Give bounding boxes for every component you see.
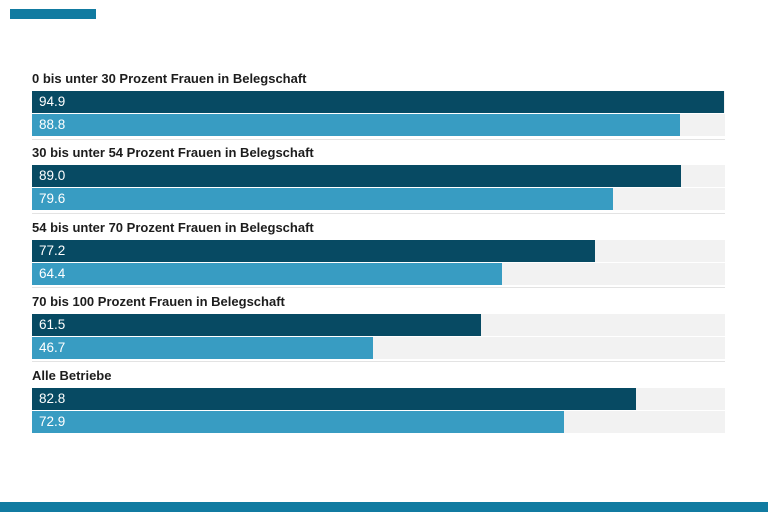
- bar-track: 61.5: [32, 314, 725, 336]
- bar-series2: 72.9: [32, 411, 564, 433]
- category-label: 70 bis 100 Prozent Frauen in Belegschaft: [32, 294, 285, 309]
- bar-value-label: 82.8: [39, 391, 66, 407]
- bar-value-label: 77.2: [39, 243, 66, 259]
- category-label: 30 bis unter 54 Prozent Frauen in Belegs…: [32, 145, 314, 160]
- category-label: 0 bis unter 30 Prozent Frauen in Belegsc…: [32, 71, 307, 86]
- bar-value-label: 88.8: [39, 117, 66, 133]
- chart-category-group: 70 bis 100 Prozent Frauen in Belegschaft…: [32, 294, 725, 359]
- bar-series1: 61.5: [32, 314, 481, 336]
- bar-series1: 89.0: [32, 165, 682, 187]
- chart-category-group: 30 bis unter 54 Prozent Frauen in Belegs…: [32, 145, 725, 210]
- bar-track: 89.0: [32, 165, 725, 187]
- bar-series2: 64.4: [32, 263, 502, 285]
- bar-value-label: 94.9: [39, 94, 66, 110]
- category-divider: [32, 287, 725, 288]
- bar-track: 88.8: [32, 114, 725, 136]
- bar-track: 72.9: [32, 411, 725, 433]
- bar-value-label: 72.9: [39, 414, 66, 430]
- bar-series1: 77.2: [32, 240, 596, 262]
- bar-track: 77.2: [32, 240, 725, 262]
- bar-value-label: 79.6: [39, 191, 66, 207]
- category-divider: [32, 213, 725, 214]
- chart-category-group: 54 bis unter 70 Prozent Frauen in Belegs…: [32, 220, 725, 285]
- category-divider: [32, 139, 725, 140]
- bar-value-label: 89.0: [39, 168, 66, 184]
- bar-series2: 88.8: [32, 114, 680, 136]
- bar-series1: 82.8: [32, 388, 636, 410]
- bar-value-label: 61.5: [39, 317, 66, 333]
- bar-series2: 79.6: [32, 188, 613, 210]
- top-accent-bar: [10, 9, 96, 19]
- bar-value-label: 46.7: [39, 340, 66, 356]
- chart-category-group: Alle Betriebe 82.8 72.9: [32, 368, 725, 433]
- bar-track: 79.6: [32, 188, 725, 210]
- chart-category-group: 0 bis unter 30 Prozent Frauen in Belegsc…: [32, 71, 725, 136]
- category-divider: [32, 361, 725, 362]
- category-label: Alle Betriebe: [32, 368, 112, 383]
- bar-series2: 46.7: [32, 337, 373, 359]
- footer-accent-bar: [0, 502, 768, 512]
- bar-track: 46.7: [32, 337, 725, 359]
- bar-track: 82.8: [32, 388, 725, 410]
- category-label: 54 bis unter 70 Prozent Frauen in Belegs…: [32, 220, 314, 235]
- bar-value-label: 64.4: [39, 266, 66, 282]
- bar-track: 64.4: [32, 263, 725, 285]
- bar-track: 94.9: [32, 91, 725, 113]
- bar-series1: 94.9: [32, 91, 725, 113]
